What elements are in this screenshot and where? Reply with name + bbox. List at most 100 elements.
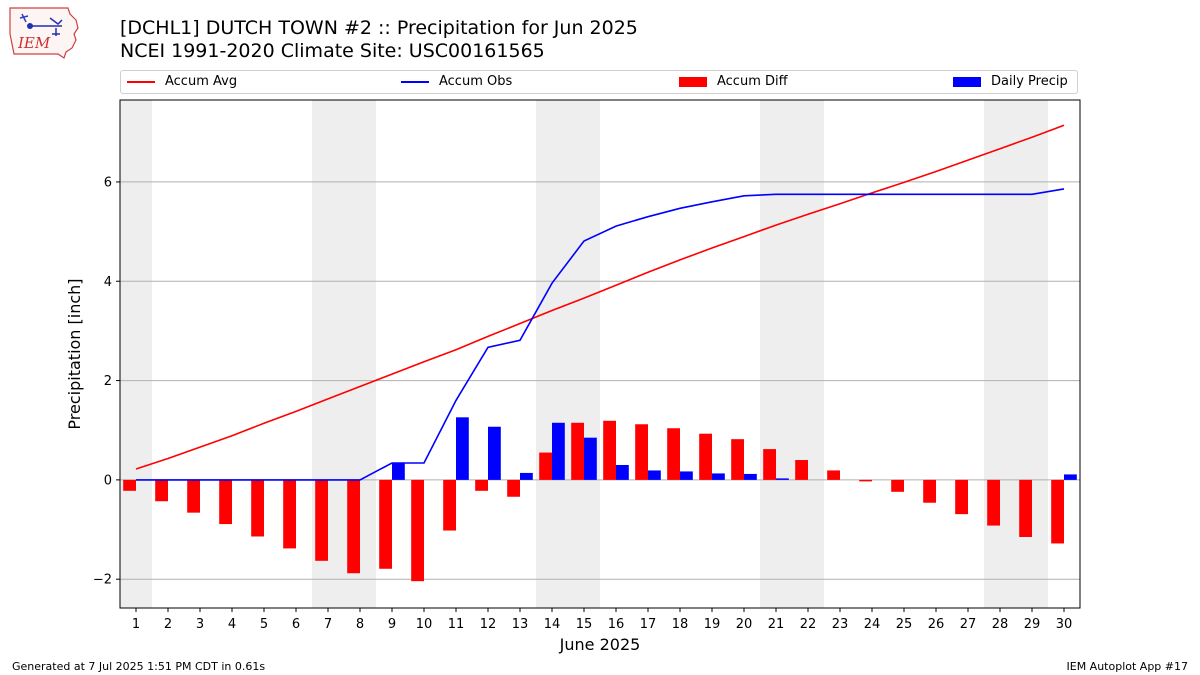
- weekend-shade-28: [984, 100, 1016, 608]
- bar-accum-diff-8: [347, 479, 360, 574]
- x-tick-label: 24: [864, 617, 881, 632]
- bar-accum-diff-2: [155, 479, 168, 502]
- bar-accum-diff-23: [827, 470, 840, 480]
- legend-swatch-accum-avg: [127, 80, 155, 83]
- x-tick-label: 22: [800, 617, 817, 632]
- x-tick-label: 26: [928, 617, 945, 632]
- chart-subtitle: NCEI 1991-2020 Climate Site: USC00161565: [120, 40, 545, 62]
- x-tick-label: 2: [164, 617, 172, 632]
- weekend-shade-21: [760, 100, 792, 608]
- bar-accum-diff-25: [891, 479, 904, 492]
- bar-daily-precip-14: [552, 422, 565, 480]
- x-tick-label: 16: [608, 617, 625, 632]
- legend-label-accum-diff: Accum Diff: [717, 74, 788, 89]
- bar-accum-diff-29: [1019, 479, 1032, 537]
- bar-accum-diff-13: [507, 479, 520, 497]
- x-tick-label: 27: [960, 617, 977, 632]
- x-tick-label: 8: [356, 617, 364, 632]
- bar-accum-diff-6: [283, 479, 296, 549]
- y-tick-label: 6: [104, 175, 112, 190]
- bar-accum-diff-17: [635, 424, 648, 480]
- app-note: IEM Autoplot App #17: [1066, 660, 1189, 673]
- bar-accum-diff-11: [443, 479, 456, 531]
- bar-daily-precip-12: [488, 426, 501, 480]
- x-tick-label: 30: [1056, 617, 1073, 632]
- bar-daily-precip-17: [648, 470, 661, 480]
- legend-label-daily-precip: Daily Precip: [991, 74, 1068, 89]
- x-tick-label: 11: [448, 617, 465, 632]
- x-tick-label: 28: [992, 617, 1009, 632]
- x-tick-label: 18: [672, 617, 689, 632]
- legend-item-accum-avg: Accum Avg: [127, 74, 237, 89]
- x-tick-label: 6: [292, 617, 300, 632]
- logo-text: IEM: [17, 34, 51, 52]
- legend-item-accum-diff: Accum Diff: [679, 74, 788, 89]
- x-tick-label: 20: [736, 617, 753, 632]
- y-tick-label: 4: [104, 275, 112, 290]
- y-tick-label: −2: [93, 573, 112, 588]
- line-accum-obs: [136, 188, 1065, 481]
- x-tick-label: 5: [260, 617, 268, 632]
- legend-swatch-daily-precip: [953, 76, 981, 87]
- x-tick-label: 19: [704, 617, 721, 632]
- bar-accum-diff-28: [987, 479, 1000, 526]
- bar-daily-precip-16: [616, 464, 629, 480]
- y-axis-label: Precipitation [inch]: [65, 278, 84, 429]
- bar-daily-precip-15: [584, 437, 597, 480]
- bar-accum-diff-27: [955, 479, 968, 515]
- legend-label-accum-obs: Accum Obs: [439, 74, 513, 89]
- weekend-shade-14: [536, 100, 568, 608]
- bar-accum-diff-16: [603, 420, 616, 480]
- bar-daily-precip-30: [1064, 474, 1077, 480]
- x-tick-label: 17: [640, 617, 657, 632]
- x-tick-label: 7: [324, 617, 332, 632]
- x-tick-label: 3: [196, 617, 204, 632]
- x-axis-label: June 2025: [559, 635, 641, 654]
- bar-accum-diff-10: [411, 479, 424, 582]
- bar-daily-precip-20: [744, 473, 757, 480]
- x-tick-label: 1: [132, 617, 140, 632]
- bar-accum-diff-15: [571, 422, 584, 480]
- bar-daily-precip-9: [392, 462, 405, 480]
- bar-daily-precip-18: [680, 471, 693, 480]
- bar-daily-precip-11: [456, 417, 469, 480]
- x-tick-label: 14: [544, 617, 561, 632]
- generated-note: Generated at 7 Jul 2025 1:51 PM CDT in 0…: [12, 660, 266, 673]
- bar-accum-diff-3: [187, 479, 200, 513]
- bar-accum-diff-1: [123, 479, 136, 491]
- x-tick-label: 15: [576, 617, 593, 632]
- bar-accum-diff-5: [251, 479, 264, 537]
- y-tick-label: 2: [104, 374, 112, 389]
- x-tick-label: 12: [480, 617, 497, 632]
- legend-item-accum-obs: Accum Obs: [401, 74, 512, 89]
- bar-daily-precip-13: [520, 472, 533, 480]
- x-tick-label: 25: [896, 617, 913, 632]
- bar-accum-diff-21: [763, 449, 776, 480]
- legend-label-accum-avg: Accum Avg: [165, 74, 238, 89]
- chart-legend: Accum Avg Accum Obs Accum Diff Daily Pre…: [120, 70, 1078, 94]
- bar-accum-diff-24: [859, 479, 872, 482]
- x-tick-label: 23: [832, 617, 849, 632]
- bar-accum-diff-22: [795, 460, 808, 480]
- iem-logo: IEM: [9, 7, 79, 59]
- bar-daily-precip-21: [776, 478, 789, 480]
- legend-swatch-accum-obs: [401, 80, 429, 83]
- x-tick-label: 4: [228, 617, 236, 632]
- line-accum-avg: [135, 124, 1065, 470]
- chart-title: [DCHL1] DUTCH TOWN #2 :: Precipitation f…: [120, 17, 638, 39]
- weekend-shade-15: [568, 100, 600, 608]
- bar-accum-diff-30: [1051, 479, 1064, 544]
- bar-accum-diff-7: [315, 479, 328, 561]
- bar-accum-diff-26: [923, 479, 936, 503]
- legend-swatch-accum-diff: [679, 76, 707, 87]
- bar-accum-diff-9: [379, 479, 392, 569]
- weekend-shade-1: [120, 100, 152, 608]
- bar-accum-diff-18: [667, 428, 680, 480]
- bar-accum-diff-20: [731, 439, 744, 480]
- x-tick-label: 13: [512, 617, 529, 632]
- y-tick-label: 0: [104, 473, 112, 488]
- x-tick-label: 10: [416, 617, 433, 632]
- bar-accum-diff-4: [219, 479, 232, 525]
- legend-item-daily-precip: Daily Precip: [953, 74, 1068, 89]
